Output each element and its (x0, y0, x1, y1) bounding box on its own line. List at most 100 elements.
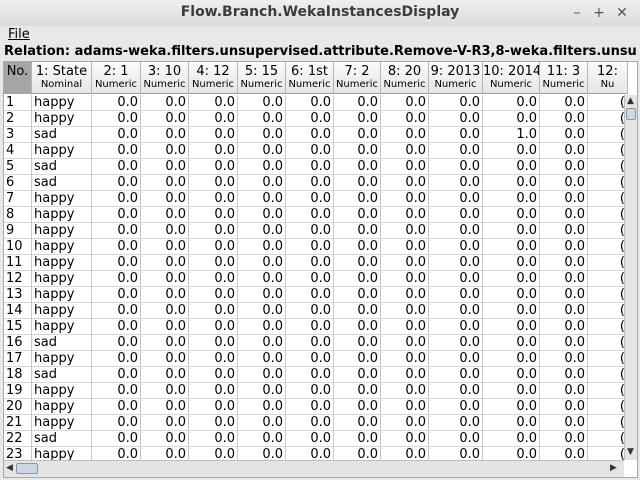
numeric-cell[interactable]: 0.0 (381, 95, 429, 111)
numeric-cell[interactable]: 0.0 (238, 415, 286, 431)
numeric-cell[interactable]: ( (588, 399, 624, 415)
numeric-cell[interactable]: 0.0 (483, 447, 540, 460)
column-header-7[interactable]: 7: 2 Numeric (334, 62, 381, 94)
numeric-cell[interactable]: 0.0 (238, 191, 286, 207)
numeric-cell[interactable]: 0.0 (286, 351, 334, 367)
numeric-cell[interactable]: ( (588, 303, 624, 319)
numeric-cell[interactable]: 0.0 (189, 399, 238, 415)
numeric-cell[interactable]: ( (588, 367, 624, 383)
header-row-number[interactable]: No. (4, 62, 32, 94)
numeric-cell[interactable]: 0.0 (429, 431, 483, 447)
numeric-cell[interactable]: 0.0 (540, 207, 588, 223)
numeric-cell[interactable]: 0.0 (286, 95, 334, 111)
numeric-cell[interactable]: 0.0 (92, 287, 141, 303)
numeric-cell[interactable]: 0.0 (189, 143, 238, 159)
instances-table[interactable]: No. 1: State Nominal 2: 1 Numeric 3: 10 Numeri… (3, 61, 638, 478)
row-number-cell[interactable]: 11 (4, 255, 32, 271)
numeric-cell[interactable]: ( (588, 335, 624, 351)
numeric-cell[interactable]: 0.0 (238, 271, 286, 287)
numeric-cell[interactable]: 0.0 (334, 431, 381, 447)
numeric-cell[interactable]: 0.0 (189, 207, 238, 223)
numeric-cell[interactable]: 0.0 (381, 351, 429, 367)
numeric-cell[interactable]: 0.0 (381, 367, 429, 383)
numeric-cell[interactable]: 0.0 (92, 255, 141, 271)
numeric-cell[interactable]: ( (588, 255, 624, 271)
numeric-cell[interactable]: 0.0 (92, 335, 141, 351)
numeric-cell[interactable]: 0.0 (540, 223, 588, 239)
numeric-cell[interactable]: 0.0 (141, 223, 189, 239)
numeric-cell[interactable]: 0.0 (540, 287, 588, 303)
state-cell[interactable]: happy (32, 191, 92, 207)
numeric-cell[interactable]: 0.0 (189, 175, 238, 191)
row-number-cell[interactable]: 18 (4, 367, 32, 383)
numeric-cell[interactable]: 0.0 (429, 191, 483, 207)
numeric-cell[interactable]: 0.0 (334, 351, 381, 367)
numeric-cell[interactable]: 0.0 (429, 335, 483, 351)
numeric-cell[interactable]: 0.0 (238, 95, 286, 111)
numeric-cell[interactable]: 0.0 (141, 287, 189, 303)
column-header-5[interactable]: 5: 15 Numeric (238, 62, 286, 94)
numeric-cell[interactable]: 0.0 (381, 159, 429, 175)
numeric-cell[interactable]: 0.0 (286, 367, 334, 383)
row-number-cell[interactable]: 10 (4, 239, 32, 255)
numeric-cell[interactable]: ( (588, 127, 624, 143)
numeric-cell[interactable]: 0.0 (334, 271, 381, 287)
state-cell[interactable]: sad (32, 431, 92, 447)
numeric-cell[interactable]: 0.0 (189, 159, 238, 175)
numeric-cell[interactable]: 0.0 (381, 239, 429, 255)
vertical-scroll-thumb[interactable] (626, 108, 636, 120)
numeric-cell[interactable]: 0.0 (189, 111, 238, 127)
numeric-cell[interactable]: 0.0 (540, 415, 588, 431)
numeric-cell[interactable]: 0.0 (540, 383, 588, 399)
numeric-cell[interactable]: 0.0 (429, 175, 483, 191)
numeric-cell[interactable]: 0.0 (334, 319, 381, 335)
column-header-8[interactable]: 8: 20 Numeric (381, 62, 429, 94)
numeric-cell[interactable]: ( (588, 287, 624, 303)
numeric-cell[interactable]: 0.0 (286, 303, 334, 319)
numeric-cell[interactable]: 0.0 (381, 399, 429, 415)
numeric-cell[interactable]: 0.0 (189, 367, 238, 383)
numeric-cell[interactable]: 0.0 (540, 367, 588, 383)
numeric-cell[interactable]: 0.0 (334, 287, 381, 303)
state-cell[interactable]: happy (32, 223, 92, 239)
numeric-cell[interactable]: 0.0 (286, 287, 334, 303)
numeric-cell[interactable]: 0.0 (238, 175, 286, 191)
state-cell[interactable]: happy (32, 239, 92, 255)
numeric-cell[interactable]: 0.0 (334, 447, 381, 460)
row-number-cell[interactable]: 13 (4, 287, 32, 303)
column-header-9[interactable]: 9: 2013 Numeric (429, 62, 483, 94)
numeric-cell[interactable]: 0.0 (238, 351, 286, 367)
numeric-cell[interactable]: 0.0 (141, 127, 189, 143)
numeric-cell[interactable]: 0.0 (92, 207, 141, 223)
numeric-cell[interactable]: 0.0 (483, 111, 540, 127)
numeric-cell[interactable]: 0.0 (483, 159, 540, 175)
numeric-cell[interactable]: 0.0 (540, 239, 588, 255)
numeric-cell[interactable]: 0.0 (141, 255, 189, 271)
state-cell[interactable]: sad (32, 127, 92, 143)
numeric-cell[interactable]: 0.0 (189, 287, 238, 303)
numeric-cell[interactable]: 0.0 (189, 351, 238, 367)
numeric-cell[interactable]: 0.0 (540, 303, 588, 319)
numeric-cell[interactable]: 0.0 (238, 255, 286, 271)
numeric-cell[interactable]: 0.0 (334, 175, 381, 191)
numeric-cell[interactable]: 0.0 (483, 95, 540, 111)
numeric-cell[interactable]: 0.0 (141, 159, 189, 175)
numeric-cell[interactable]: ( (588, 175, 624, 191)
row-number-cell[interactable]: 22 (4, 431, 32, 447)
numeric-cell[interactable]: 0.0 (334, 223, 381, 239)
row-number-cell[interactable]: 5 (4, 159, 32, 175)
numeric-cell[interactable]: 0.0 (334, 127, 381, 143)
numeric-cell[interactable]: 0.0 (238, 303, 286, 319)
numeric-cell[interactable]: 0.0 (429, 415, 483, 431)
file-menu[interactable]: File (8, 27, 30, 42)
numeric-cell[interactable]: 0.0 (286, 111, 334, 127)
numeric-cell[interactable]: 0.0 (141, 335, 189, 351)
